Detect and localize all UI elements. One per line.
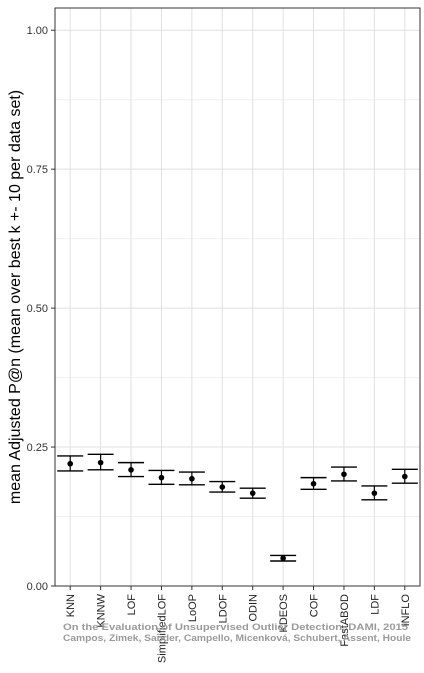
x-tick-label-simplifiedlof: SimplifiedLOF — [156, 594, 168, 663]
x-tick-label-fastabod: FastABOD — [339, 594, 351, 647]
data-point-simplifiedlof — [158, 474, 165, 481]
x-tick-label-knn: KNN — [65, 594, 77, 617]
y-tick-label: 0.50 — [27, 303, 48, 315]
x-tick-label-knnw: KNNW — [96, 593, 108, 627]
x-tick-label-lof: LOF — [126, 594, 138, 616]
y-axis: 0.00 0.25 0.50 0.75 1.00 — [27, 25, 55, 593]
panel-border — [54, 7, 421, 587]
data-point-ldf — [371, 490, 378, 496]
y-tick-label: 0.25 — [27, 442, 48, 454]
data-point-ldof — [219, 484, 226, 490]
data-point-loop — [189, 475, 195, 482]
data-point-lof — [128, 467, 134, 473]
x-tick-label-odin: ODIN — [248, 594, 260, 622]
grid-layer — [55, 8, 420, 587]
data-point-knnw — [97, 459, 104, 466]
data-point-odin — [249, 490, 256, 496]
y-tick-label: 0.75 — [27, 164, 48, 176]
data-point-knn — [67, 460, 74, 467]
x-tick-label-ldof: LDOF — [217, 594, 229, 624]
x-tick-label-cof: COF — [309, 594, 321, 618]
x-tick-label-kdeos: KDEOS — [278, 594, 290, 633]
data-point-inflo — [401, 473, 408, 480]
watermark-line-1: On the Evaluation of Unsupervised Outlie… — [63, 622, 408, 632]
data-point-kdeos — [280, 555, 286, 562]
y-tick-label: 0.00 — [27, 581, 48, 593]
data-point-fastabod — [341, 471, 347, 478]
watermark-line-2: Campos, Zimek, Sander, Campello, Micenko… — [63, 633, 411, 643]
x-tick-label-inflo: INFLO — [400, 594, 412, 627]
data-marks — [57, 453, 418, 562]
data-point-cof — [310, 480, 317, 487]
x-tick-label-loop: LoOP — [187, 594, 199, 622]
x-tick-label-ldf: LDF — [369, 594, 381, 615]
y-tick-label: 1.00 — [27, 25, 48, 37]
x-axis: KNN KNNW LOF SimplifiedLOF LoOP LDOF ODIN KDEOS… — [65, 586, 412, 663]
y-axis-label: mean Adjusted P@n (mean over best k +- 1… — [7, 90, 24, 504]
